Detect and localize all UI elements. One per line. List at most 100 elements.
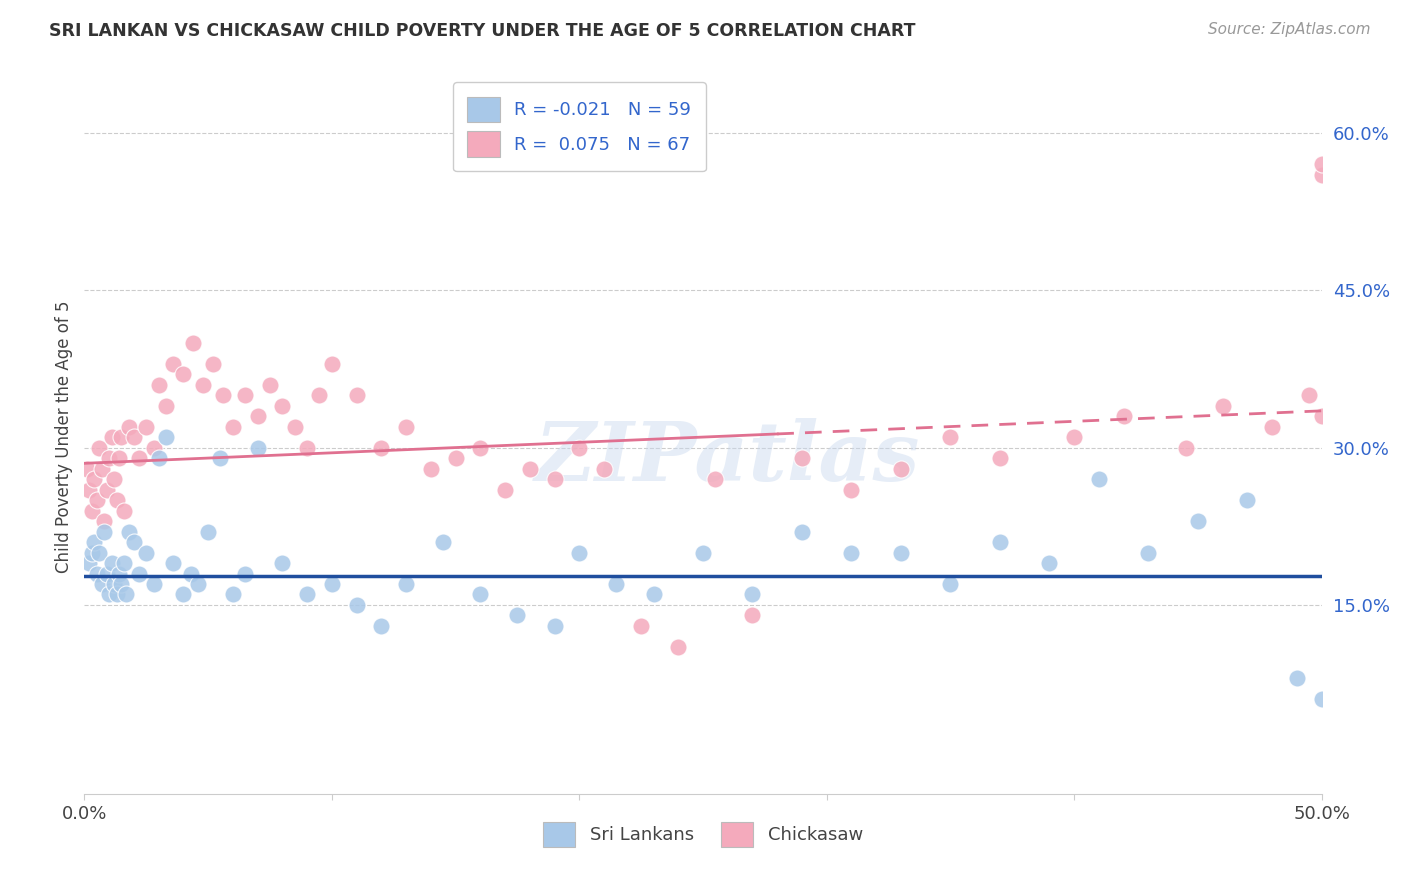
Point — [172, 367, 194, 381]
Point — [1298, 388, 1320, 402]
Point — [76, 461, 98, 475]
Point — [543, 472, 565, 486]
Point — [321, 357, 343, 371]
Point — [259, 377, 281, 392]
Point — [419, 461, 441, 475]
Point — [295, 587, 318, 601]
Point — [93, 514, 115, 528]
Point — [86, 566, 108, 581]
Point — [128, 451, 150, 466]
Point — [222, 587, 245, 601]
Point — [93, 524, 115, 539]
Point — [395, 577, 418, 591]
Point — [1187, 514, 1209, 528]
Point — [444, 451, 467, 466]
Point — [98, 451, 121, 466]
Point — [155, 430, 177, 444]
Point — [988, 451, 1011, 466]
Point — [506, 608, 529, 623]
Point — [321, 577, 343, 591]
Point — [1088, 472, 1111, 486]
Point — [79, 483, 101, 497]
Point — [191, 377, 214, 392]
Point — [246, 409, 269, 423]
Point — [181, 335, 204, 350]
Point — [543, 619, 565, 633]
Point — [110, 577, 132, 591]
Point — [370, 619, 392, 633]
Point — [890, 545, 912, 559]
Point — [90, 461, 112, 475]
Point — [172, 587, 194, 601]
Point — [1261, 419, 1284, 434]
Point — [1310, 168, 1333, 182]
Point — [519, 461, 541, 475]
Point — [118, 419, 141, 434]
Point — [135, 419, 157, 434]
Point — [692, 545, 714, 559]
Point — [790, 524, 813, 539]
Point — [568, 545, 591, 559]
Point — [1174, 441, 1197, 455]
Point — [1112, 409, 1135, 423]
Point — [98, 587, 121, 601]
Point — [142, 577, 165, 591]
Point — [79, 556, 101, 570]
Point — [246, 441, 269, 455]
Point — [148, 451, 170, 466]
Point — [1212, 399, 1234, 413]
Point — [86, 493, 108, 508]
Point — [122, 535, 145, 549]
Legend: Sri Lankans, Chickasaw: Sri Lankans, Chickasaw — [534, 813, 872, 856]
Point — [96, 483, 118, 497]
Point — [988, 535, 1011, 549]
Point — [103, 577, 125, 591]
Point — [568, 441, 591, 455]
Point — [108, 451, 131, 466]
Point — [80, 503, 103, 517]
Point — [308, 388, 330, 402]
Text: SRI LANKAN VS CHICKASAW CHILD POVERTY UNDER THE AGE OF 5 CORRELATION CHART: SRI LANKAN VS CHICKASAW CHILD POVERTY UN… — [49, 22, 915, 40]
Point — [233, 566, 256, 581]
Point — [284, 419, 307, 434]
Point — [108, 566, 131, 581]
Point — [666, 640, 689, 654]
Text: ZIPatlas: ZIPatlas — [536, 418, 921, 499]
Point — [118, 524, 141, 539]
Point — [233, 388, 256, 402]
Point — [939, 577, 962, 591]
Point — [346, 388, 368, 402]
Point — [790, 451, 813, 466]
Point — [1310, 409, 1333, 423]
Point — [105, 493, 128, 508]
Point — [209, 451, 232, 466]
Point — [110, 430, 132, 444]
Point — [148, 377, 170, 392]
Point — [90, 577, 112, 591]
Point — [162, 556, 184, 570]
Point — [83, 535, 105, 549]
Point — [112, 556, 135, 570]
Point — [741, 608, 763, 623]
Point — [155, 399, 177, 413]
Point — [222, 419, 245, 434]
Point — [295, 441, 318, 455]
Point — [1285, 672, 1308, 686]
Point — [100, 430, 122, 444]
Point — [470, 587, 492, 601]
Point — [89, 441, 111, 455]
Point — [1063, 430, 1085, 444]
Point — [202, 357, 225, 371]
Point — [187, 577, 209, 591]
Point — [630, 619, 652, 633]
Point — [135, 545, 157, 559]
Point — [370, 441, 392, 455]
Point — [939, 430, 962, 444]
Point — [142, 441, 165, 455]
Point — [100, 556, 122, 570]
Point — [890, 461, 912, 475]
Point — [103, 472, 125, 486]
Point — [271, 399, 294, 413]
Point — [593, 461, 616, 475]
Text: Source: ZipAtlas.com: Source: ZipAtlas.com — [1208, 22, 1371, 37]
